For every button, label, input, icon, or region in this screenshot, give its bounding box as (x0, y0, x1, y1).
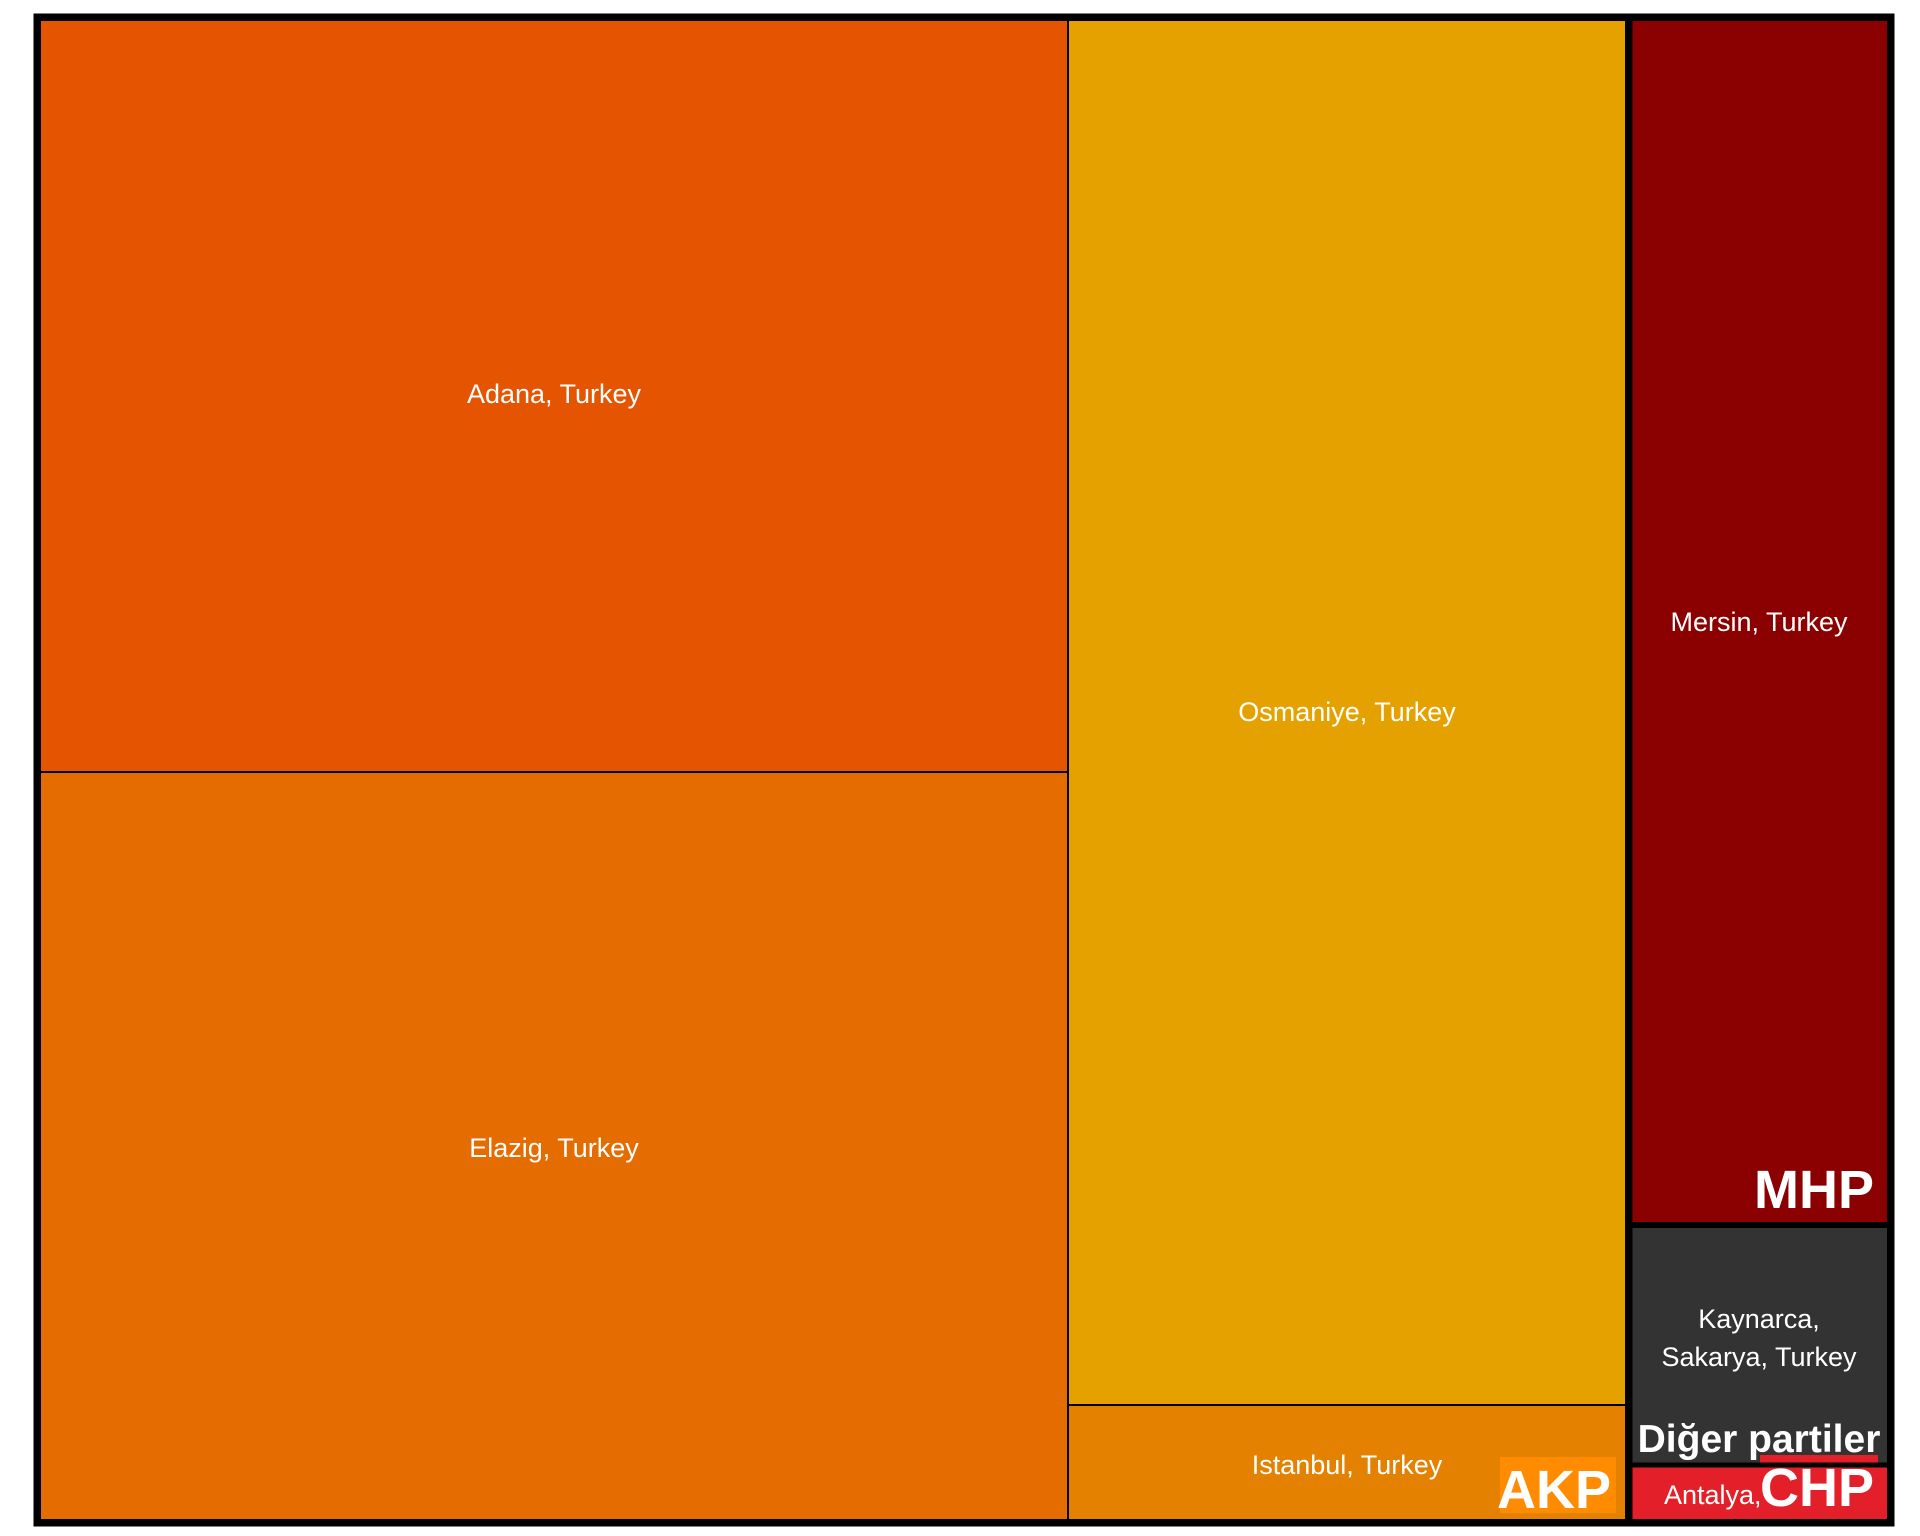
group-label-bg-akp (1500, 1457, 1616, 1513)
group-mhp: Mersin, Turkey MHP (1629, 19, 1889, 1224)
group-label-diger-partiler: Diğer partiler (1638, 1418, 1881, 1461)
tile-label-osmaniye: Osmaniye, Turkey (1238, 697, 1456, 727)
group-akp: Adana, Turkey Elazig, Turkey Osmaniye, T… (39, 19, 1627, 1521)
treemap-tile-elazig (39, 771, 1069, 1521)
group-label-mhp: MHP (1754, 1160, 1874, 1220)
tile-label-mersin: Mersin, Turkey (1670, 607, 1848, 637)
tile-label-line: Sakarya, Turkey (1661, 1342, 1857, 1372)
group-label-chp: CHP (1760, 1458, 1874, 1518)
group-diger-partiler: Kaynarca, Sakarya, Turkey Diğer partiler (1629, 1226, 1889, 1466)
tile-label-line: Kaynarca, (1698, 1304, 1820, 1334)
tile-label-adana: Adana, Turkey (467, 379, 642, 409)
tile-label-elazig: Elazig, Turkey (469, 1133, 639, 1163)
treemap-tile-adana (39, 19, 1069, 773)
treemap-outer-border (33, 13, 1895, 1527)
tile-label-kaynarca: Kaynarca, Sakarya, Turkey (1661, 1304, 1857, 1372)
group-label-akp: AKP (1497, 1460, 1611, 1520)
tile-label-istanbul: Istanbul, Turkey (1252, 1450, 1443, 1480)
